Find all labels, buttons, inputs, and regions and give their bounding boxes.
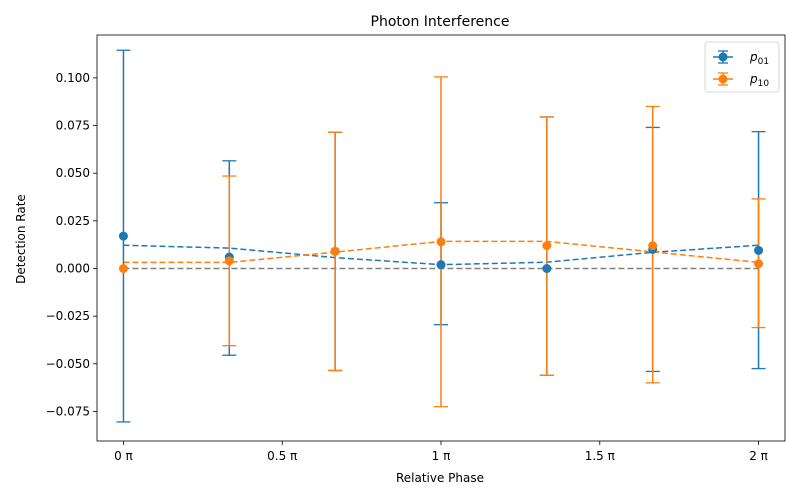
data-point-p01	[436, 260, 446, 270]
y-tick-label: −0.050	[46, 357, 90, 371]
data-point-p10	[436, 237, 446, 247]
x-tick-label: 1 π	[432, 449, 451, 463]
legend-label-subscript: 01	[758, 57, 769, 67]
x-tick-label: 2 π	[749, 449, 768, 463]
y-axis-label: Detection Rate	[14, 194, 28, 284]
y-axis-ticks: −0.075 −0.050 −0.025 0.000 0.025 0.050 0.075 0.…	[46, 71, 97, 418]
x-tick-label: 0.5 π	[267, 449, 297, 463]
legend-label-p10: p10	[749, 72, 769, 89]
data-point-p10	[118, 263, 128, 273]
legend-marker-p10	[718, 74, 728, 84]
legend-label-subscript: 10	[758, 79, 770, 89]
data-point-p10	[648, 241, 658, 251]
x-tick-label: 0 π	[114, 449, 133, 463]
y-tick-label: 0.000	[56, 261, 90, 275]
y-tick-label: 0.075	[56, 119, 90, 133]
x-axis-label: Relative Phase	[396, 471, 484, 485]
y-tick-label: −0.075	[46, 404, 90, 418]
data-point-p10	[542, 241, 552, 251]
legend-marker-p01	[718, 52, 728, 62]
data-point-p10	[754, 259, 764, 269]
x-tick-label: 1.5 π	[585, 449, 615, 463]
y-tick-label: −0.025	[46, 309, 90, 323]
data-point-p10	[330, 246, 340, 256]
legend-label-base: p	[749, 72, 758, 86]
x-axis-ticks: 0 π 0.5 π 1 π 1.5 π 2 π	[114, 441, 768, 463]
y-tick-label: 0.100	[56, 71, 90, 85]
data-point-p10	[224, 256, 234, 266]
data-point-p01	[118, 231, 128, 241]
data-points-layer	[118, 231, 764, 273]
legend-label-base: p	[749, 50, 758, 64]
chart-title: Photon Interference	[371, 14, 510, 30]
y-tick-label: 0.025	[56, 214, 90, 228]
data-point-p01	[542, 263, 552, 273]
legend-label-p01: p01	[749, 50, 769, 67]
y-tick-label: 0.050	[56, 166, 90, 180]
data-point-p01	[754, 245, 764, 255]
